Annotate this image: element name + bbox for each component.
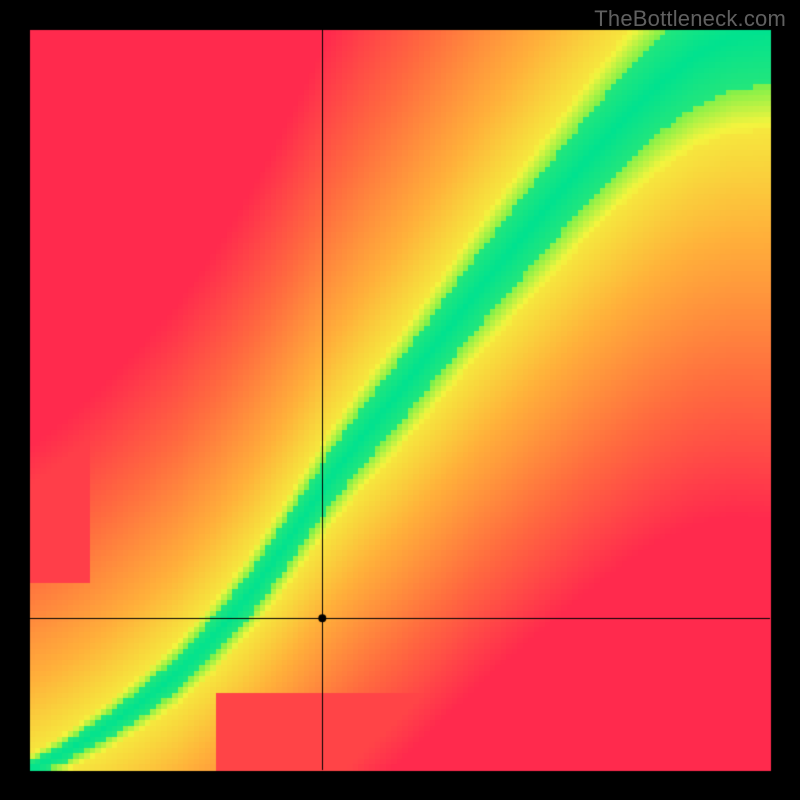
heatmap-canvas — [0, 0, 800, 800]
watermark-text: TheBottleneck.com — [594, 6, 786, 32]
bottleneck-heatmap-chart: TheBottleneck.com — [0, 0, 800, 800]
